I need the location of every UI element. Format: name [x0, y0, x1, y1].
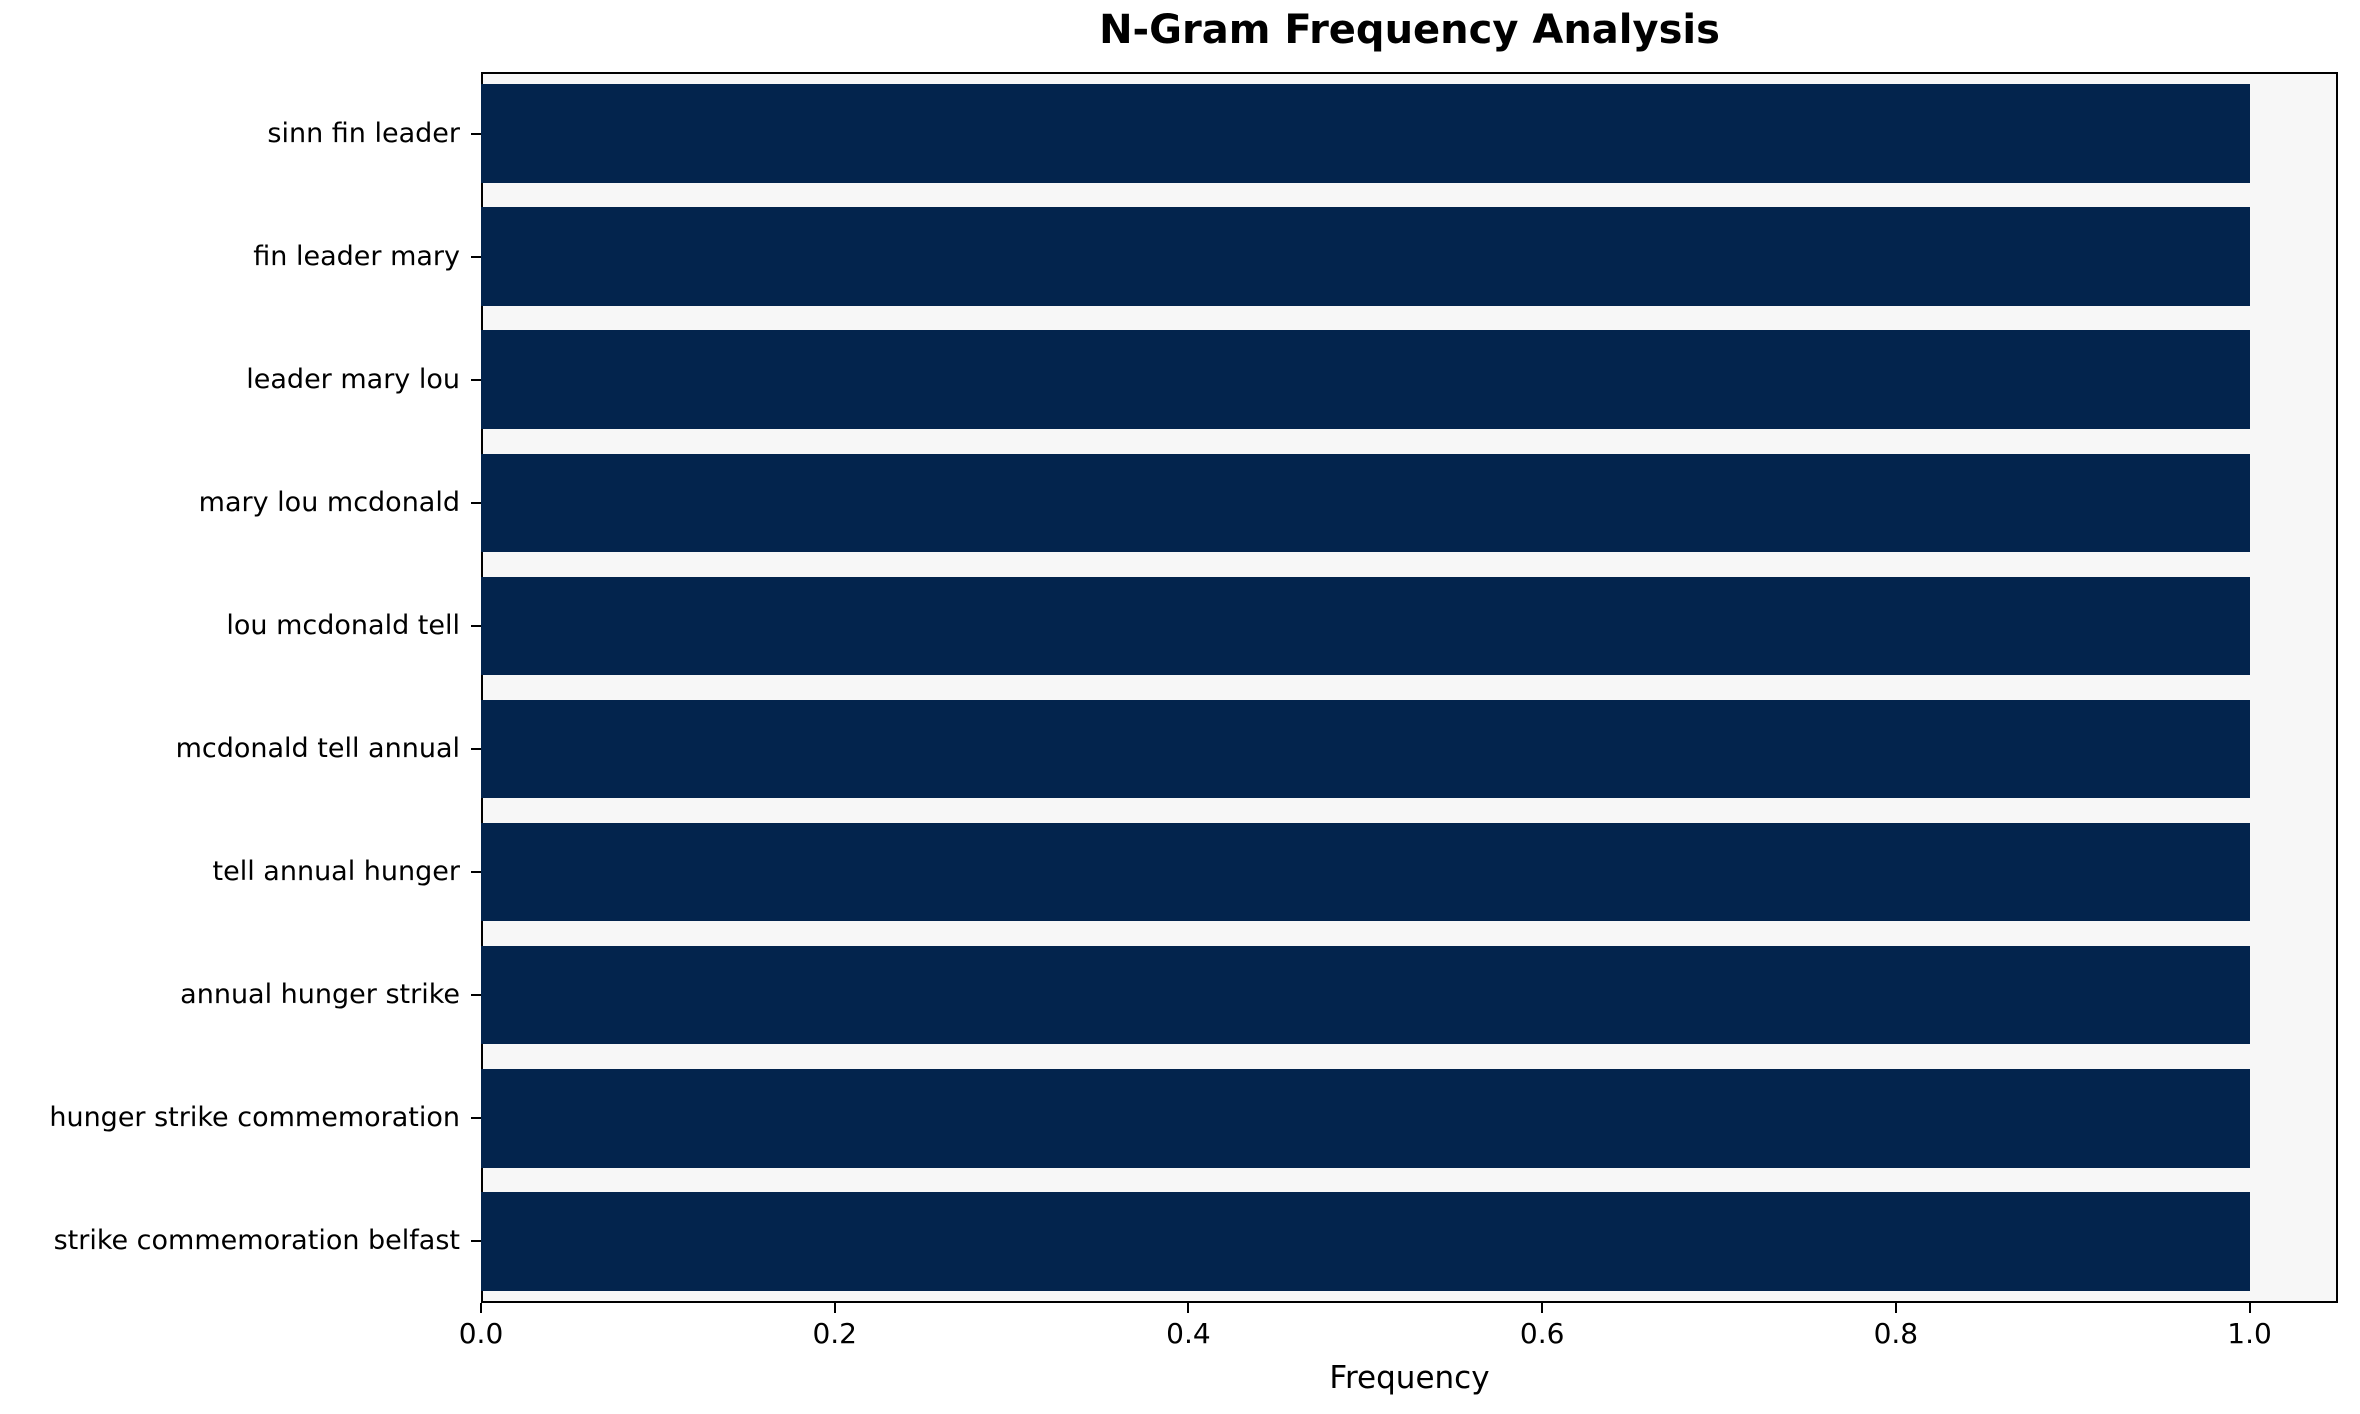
y-tick-label: lou mcdonald tell [226, 609, 460, 641]
bar [481, 576, 2250, 676]
y-tick-label: mary lou mcdonald [198, 486, 460, 518]
bar-slot [481, 72, 2338, 195]
bar-slot [481, 934, 2338, 1057]
bar [481, 699, 2250, 799]
x-tick-mark [480, 1303, 482, 1313]
x-tick-label: 1.0 [2227, 1317, 2272, 1350]
x-tick-label: 0.6 [1519, 1317, 1565, 1350]
bar-slot [481, 1180, 2338, 1303]
bar-slot [481, 195, 2338, 318]
chart-title: N-Gram Frequency Analysis [1099, 7, 1720, 53]
x-tick-label: 0.4 [1166, 1317, 1211, 1350]
y-tick-label: leader mary lou [246, 363, 460, 395]
bar-slot [481, 688, 2338, 811]
y-tick-mark [471, 1240, 481, 1243]
bar [481, 945, 2250, 1045]
y-tick-mark [471, 1117, 481, 1120]
bar [481, 330, 2250, 429]
y-tick-mark [471, 132, 481, 135]
bar [481, 84, 2250, 183]
y-tick-mark [471, 255, 481, 258]
x-tick-mark [1187, 1303, 1190, 1313]
y-tick-label: annual hunger strike [180, 979, 460, 1011]
bar-slot [481, 564, 2338, 687]
y-tick-mark [471, 378, 481, 381]
y-tick-label: fin leader mary [253, 240, 460, 272]
bars-layer [481, 72, 2338, 1303]
x-axis-label: Frequency [1329, 1360, 1490, 1396]
x-tick-label: 0.2 [812, 1317, 857, 1350]
y-tick-mark [471, 871, 481, 874]
y-tick-mark [471, 624, 481, 627]
y-tick-label: strike commemoration belfast [53, 1225, 460, 1257]
x-tick-mark [1541, 1303, 1544, 1313]
bar-slot [481, 811, 2338, 934]
bar [481, 207, 2250, 306]
bar-slot [481, 441, 2338, 564]
y-tick-label: sinn fin leader [267, 117, 460, 149]
y-tick-label: tell annual hunger [212, 856, 460, 888]
y-tick-label: mcdonald tell annual [175, 733, 460, 765]
y-tick-mark [471, 994, 481, 997]
x-tick-mark [2248, 1303, 2251, 1313]
bar [481, 1069, 2250, 1168]
y-tick-mark [471, 748, 481, 751]
x-tick-mark [833, 1303, 836, 1313]
bar [481, 453, 2250, 553]
x-tick-label: 0.0 [458, 1317, 504, 1350]
y-tick-mark [471, 501, 481, 504]
bar-slot [481, 318, 2338, 441]
bar [481, 822, 2250, 922]
y-tick-label: hunger strike commemoration [49, 1102, 460, 1134]
bar [481, 1192, 2250, 1291]
bar-slot [481, 1057, 2338, 1180]
x-tick-mark [1894, 1303, 1897, 1313]
x-tick-label: 0.8 [1873, 1317, 1919, 1350]
